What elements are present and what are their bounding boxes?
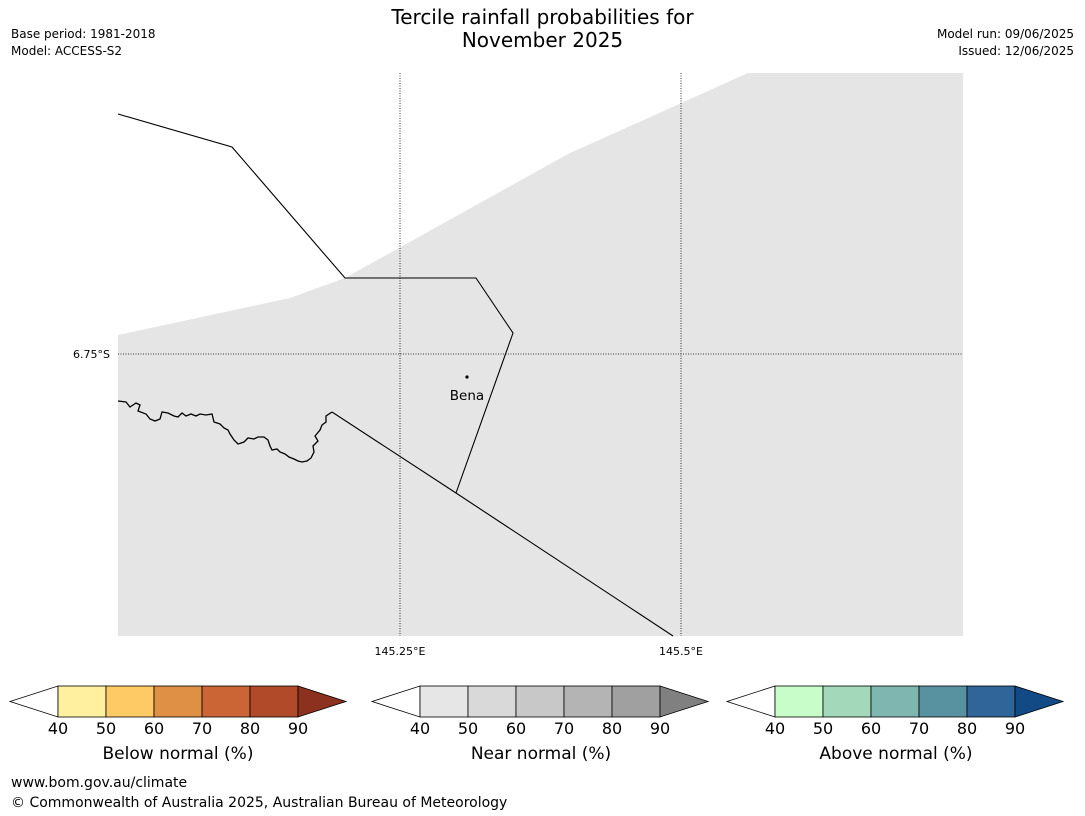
- near-colorbar-tick-label: 90: [649, 719, 671, 738]
- above-colorbar-segment: [774, 685, 824, 718]
- above-normal-label: Above normal (%): [819, 744, 973, 764]
- below-colorbar-segment: [249, 685, 299, 718]
- above-colorbar-segment: [966, 685, 1016, 718]
- above-colorbar-tick-label: 50: [812, 719, 834, 738]
- colorbars: [8, 685, 1065, 718]
- near-colorbar-tick-label: 50: [457, 719, 479, 738]
- above-colorbar-tick-label: 40: [764, 719, 786, 738]
- above-colorbar-segment: [870, 685, 920, 718]
- near-colorbar-under-triangle: [370, 685, 421, 718]
- bena-marker: [465, 375, 469, 379]
- near-colorbar-tick-label: 40: [409, 719, 431, 738]
- land-area: [118, 73, 963, 636]
- near-colorbar-segment: [611, 685, 661, 718]
- issued-date: Issued: 12/06/2025: [958, 44, 1074, 58]
- below-colorbar-tick-label: 50: [95, 719, 117, 738]
- map-panel: Bena 6.75°S 145.25°E 145.5°E: [73, 73, 963, 658]
- near-colorbar-over-triangle: [659, 685, 710, 718]
- chart-title: Tercile rainfall probabilities for Novem…: [0, 6, 1085, 52]
- above-colorbar-tick-label: 60: [860, 719, 882, 738]
- model-run: Model run: 09/06/2025: [936, 27, 1074, 41]
- below-colorbar-segment: [57, 685, 107, 718]
- lon-label-145-25: 145.25°E: [375, 645, 426, 658]
- province-boundary-south: [331, 411, 674, 637]
- meta-left: Base period: 1981-2018 Model: ACCESS-S2: [11, 26, 156, 60]
- near-colorbar-tick-label: 70: [553, 719, 575, 738]
- below-colorbar-segment: [153, 685, 203, 718]
- below-colorbar-tick-label: 90: [287, 719, 309, 738]
- near-colorbar-tick-label: 60: [505, 719, 527, 738]
- below-colorbar-segment: [201, 685, 251, 718]
- below-colorbar-tick-label: 40: [47, 719, 69, 738]
- province-boundary-north: [117, 113, 514, 494]
- bena-label: Bena: [450, 388, 484, 404]
- near-normal-label: Near normal (%): [470, 744, 612, 764]
- near-colorbar-tick-label: 80: [601, 719, 623, 738]
- lat-label-6-75: 6.75°S: [73, 348, 110, 361]
- above-colorbar-over-triangle: [1014, 685, 1065, 718]
- above-colorbar-tick-label: 90: [1004, 719, 1026, 738]
- below-colorbar-tick-label: 70: [191, 719, 213, 738]
- base-period: Base period: 1981-2018: [11, 27, 156, 41]
- above-colorbar-tick-label: 80: [956, 719, 978, 738]
- near-colorbar-segment: [563, 685, 613, 718]
- title-line-1: Tercile rainfall probabilities for: [391, 5, 694, 29]
- below-normal-label: Below normal (%): [102, 744, 254, 764]
- below-colorbar-tick-label: 60: [143, 719, 165, 738]
- meta-right: Model run: 09/06/2025 Issued: 12/06/2025: [937, 26, 1074, 60]
- model-name: Model: ACCESS-S2: [11, 44, 123, 58]
- near-colorbar-segment: [515, 685, 565, 718]
- above-colorbar-tick-label: 70: [908, 719, 930, 738]
- river-line: [117, 400, 333, 463]
- below-colorbar-under-triangle: [8, 685, 59, 718]
- above-colorbar-segment: [918, 685, 968, 718]
- lon-label-145-5: 145.5°E: [659, 645, 703, 658]
- below-colorbar-tick-label: 80: [239, 719, 261, 738]
- below-colorbar-segment: [105, 685, 155, 718]
- near-colorbar-segment: [419, 685, 469, 718]
- below-colorbar-over-triangle: [297, 685, 348, 718]
- near-colorbar-segment: [467, 685, 517, 718]
- footer-copyright: © Commonwealth of Australia 2025, Austra…: [11, 795, 508, 811]
- footer-url: www.bom.gov.au/climate: [11, 775, 188, 791]
- above-colorbar-segment: [822, 685, 872, 718]
- above-colorbar-under-triangle: [725, 685, 776, 718]
- title-line-2: November 2025: [461, 28, 624, 52]
